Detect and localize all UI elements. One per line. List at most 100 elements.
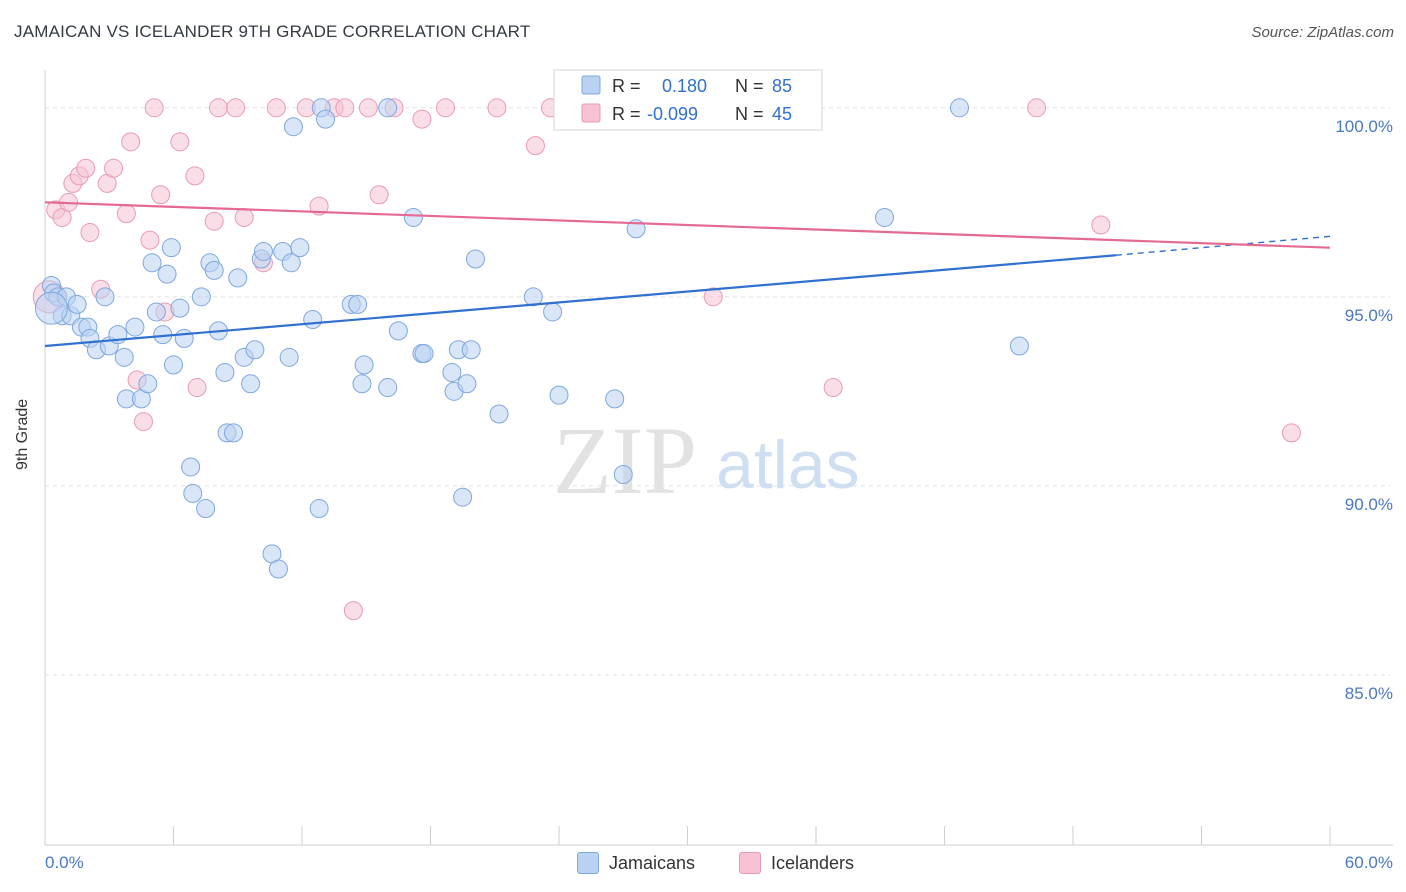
legend-r-label-1: R = bbox=[612, 76, 641, 96]
icelander-point-47 bbox=[1281, 423, 1301, 443]
icelander-point-12 bbox=[121, 132, 141, 152]
jamaican-point-25 bbox=[170, 298, 190, 318]
legend-swatch-jamaicans bbox=[581, 75, 601, 95]
icelander-point-14 bbox=[134, 412, 154, 432]
jamaican-point-58 bbox=[378, 378, 398, 398]
icelander-point-10 bbox=[104, 158, 124, 178]
jamaican-point-73 bbox=[543, 302, 563, 322]
jamaican-point-20 bbox=[146, 302, 166, 322]
icelander-point-31 bbox=[335, 98, 355, 118]
icelander-point-46 bbox=[1091, 215, 1111, 235]
icelander-point-16 bbox=[144, 98, 164, 118]
jamaican-point-57 bbox=[354, 355, 374, 375]
jamaican-point-60 bbox=[388, 321, 408, 341]
jamaican-point-64 bbox=[442, 362, 462, 382]
icelander-point-29 bbox=[309, 196, 329, 216]
correlation-legend: R = 0.180 N = 85 R = -0.099 N = 45 bbox=[553, 69, 823, 131]
icelander-point-42 bbox=[703, 287, 723, 307]
jamaican-point-30 bbox=[196, 499, 216, 519]
icelander-point-45 bbox=[1027, 98, 1047, 118]
legend-item-jamaicans[interactable]: Jamaicans bbox=[577, 852, 695, 874]
trend-lines bbox=[44, 201, 1331, 348]
icelanders-swatch bbox=[739, 852, 761, 874]
legend-label-jamaicans: Jamaicans bbox=[609, 852, 696, 873]
icelander-point-24 bbox=[226, 98, 246, 118]
legend-n-label-1: N = bbox=[735, 76, 764, 96]
watermark-zip: ZIP bbox=[553, 407, 697, 514]
series-legend: Jamaicans Icelanders bbox=[0, 852, 1406, 878]
icelander-point-36 bbox=[412, 109, 432, 129]
jamaican-point-29 bbox=[191, 287, 211, 307]
watermark-atlas: atlas bbox=[716, 427, 860, 503]
legend-n-value-icelanders: 45 bbox=[772, 104, 792, 124]
y-tick-labels: 100.0% 95.0% 90.0% 85.0% bbox=[1335, 117, 1393, 703]
icelanders-points bbox=[32, 98, 1301, 621]
icelander-point-37 bbox=[435, 98, 455, 118]
chart-source: Source: ZipAtlas.com bbox=[1251, 24, 1394, 41]
icelander-point-33 bbox=[358, 98, 378, 118]
legend-r-value-jamaicans: 0.180 bbox=[662, 76, 707, 96]
jamaican-point-18 bbox=[138, 374, 158, 394]
jamaican-point-16 bbox=[125, 317, 145, 337]
jamaican-point-22 bbox=[157, 264, 177, 284]
watermark: ZIP atlas bbox=[553, 407, 860, 514]
icelander-point-7 bbox=[80, 223, 100, 243]
icelander-point-11 bbox=[116, 204, 136, 224]
jamaican-point-24 bbox=[164, 355, 183, 375]
jamaican-point-81 bbox=[1009, 336, 1029, 356]
icelander-point-6 bbox=[76, 158, 96, 178]
jamaican-point-36 bbox=[223, 423, 243, 443]
x-tick-label-1: 60.0% bbox=[1345, 853, 1393, 872]
x-tick-labels: 0.0% 60.0% bbox=[45, 853, 1393, 872]
icelander-point-39 bbox=[525, 136, 545, 156]
icelander-point-25 bbox=[234, 207, 254, 227]
jamaican-point-61 bbox=[403, 207, 423, 227]
jamaican-point-63 bbox=[414, 344, 434, 364]
jamaican-point-80 bbox=[949, 98, 969, 118]
y-tick-label-0: 100.0% bbox=[1335, 117, 1393, 136]
y-tick-label-3: 85.0% bbox=[1345, 684, 1393, 703]
icelander-point-19 bbox=[170, 132, 190, 152]
icelander-point-32 bbox=[343, 601, 363, 621]
jamaican-point-26 bbox=[174, 328, 194, 348]
legend-r-label-2: R = bbox=[612, 104, 641, 124]
jamaican-point-71 bbox=[489, 404, 509, 424]
jamaican-point-14 bbox=[114, 347, 134, 367]
icelander-point-27 bbox=[266, 98, 286, 118]
jamaican-point-72 bbox=[523, 287, 543, 307]
jamaican-point-40 bbox=[245, 340, 265, 360]
jamaicans-points bbox=[34, 98, 1029, 579]
jamaican-point-79 bbox=[875, 207, 895, 227]
icelander-point-34 bbox=[369, 185, 389, 205]
icelander-point-21 bbox=[187, 378, 207, 398]
jamaicans-trend-line bbox=[44, 254, 1116, 348]
jamaican-point-74 bbox=[549, 385, 569, 405]
jamaican-point-51 bbox=[309, 499, 329, 519]
icelander-point-22 bbox=[204, 211, 224, 231]
jamaican-point-19 bbox=[142, 253, 162, 273]
y-tick-label-1: 95.0% bbox=[1345, 306, 1393, 325]
jamaican-point-46 bbox=[279, 347, 299, 367]
jamaican-point-39 bbox=[241, 374, 261, 394]
jamaican-point-37 bbox=[228, 268, 248, 288]
chart-title: JAMAICAN VS ICELANDER 9TH GRADE CORRELAT… bbox=[14, 22, 531, 41]
jamaicans-trend-extension bbox=[1115, 235, 1331, 256]
jamaican-point-69 bbox=[461, 340, 481, 360]
jamaican-point-28 bbox=[183, 483, 203, 503]
jamaican-point-48 bbox=[283, 117, 303, 137]
icelander-point-44 bbox=[823, 378, 843, 398]
legend-item-icelanders[interactable]: Icelanders bbox=[739, 852, 854, 874]
icelander-point-38 bbox=[487, 98, 507, 118]
legend-r-value-icelanders: -0.099 bbox=[647, 104, 698, 124]
legend-label-icelanders: Icelanders bbox=[771, 852, 855, 873]
axes bbox=[44, 70, 1393, 846]
jamaican-point-44 bbox=[268, 559, 288, 579]
icelander-point-15 bbox=[140, 230, 160, 250]
jamaican-point-70 bbox=[465, 249, 485, 269]
icelander-point-17 bbox=[151, 185, 171, 205]
icelanders-trend-line bbox=[44, 201, 1331, 249]
jamaican-point-53 bbox=[316, 109, 336, 129]
legend-swatch-icelanders bbox=[581, 103, 601, 123]
jamaican-point-6 bbox=[67, 294, 87, 314]
